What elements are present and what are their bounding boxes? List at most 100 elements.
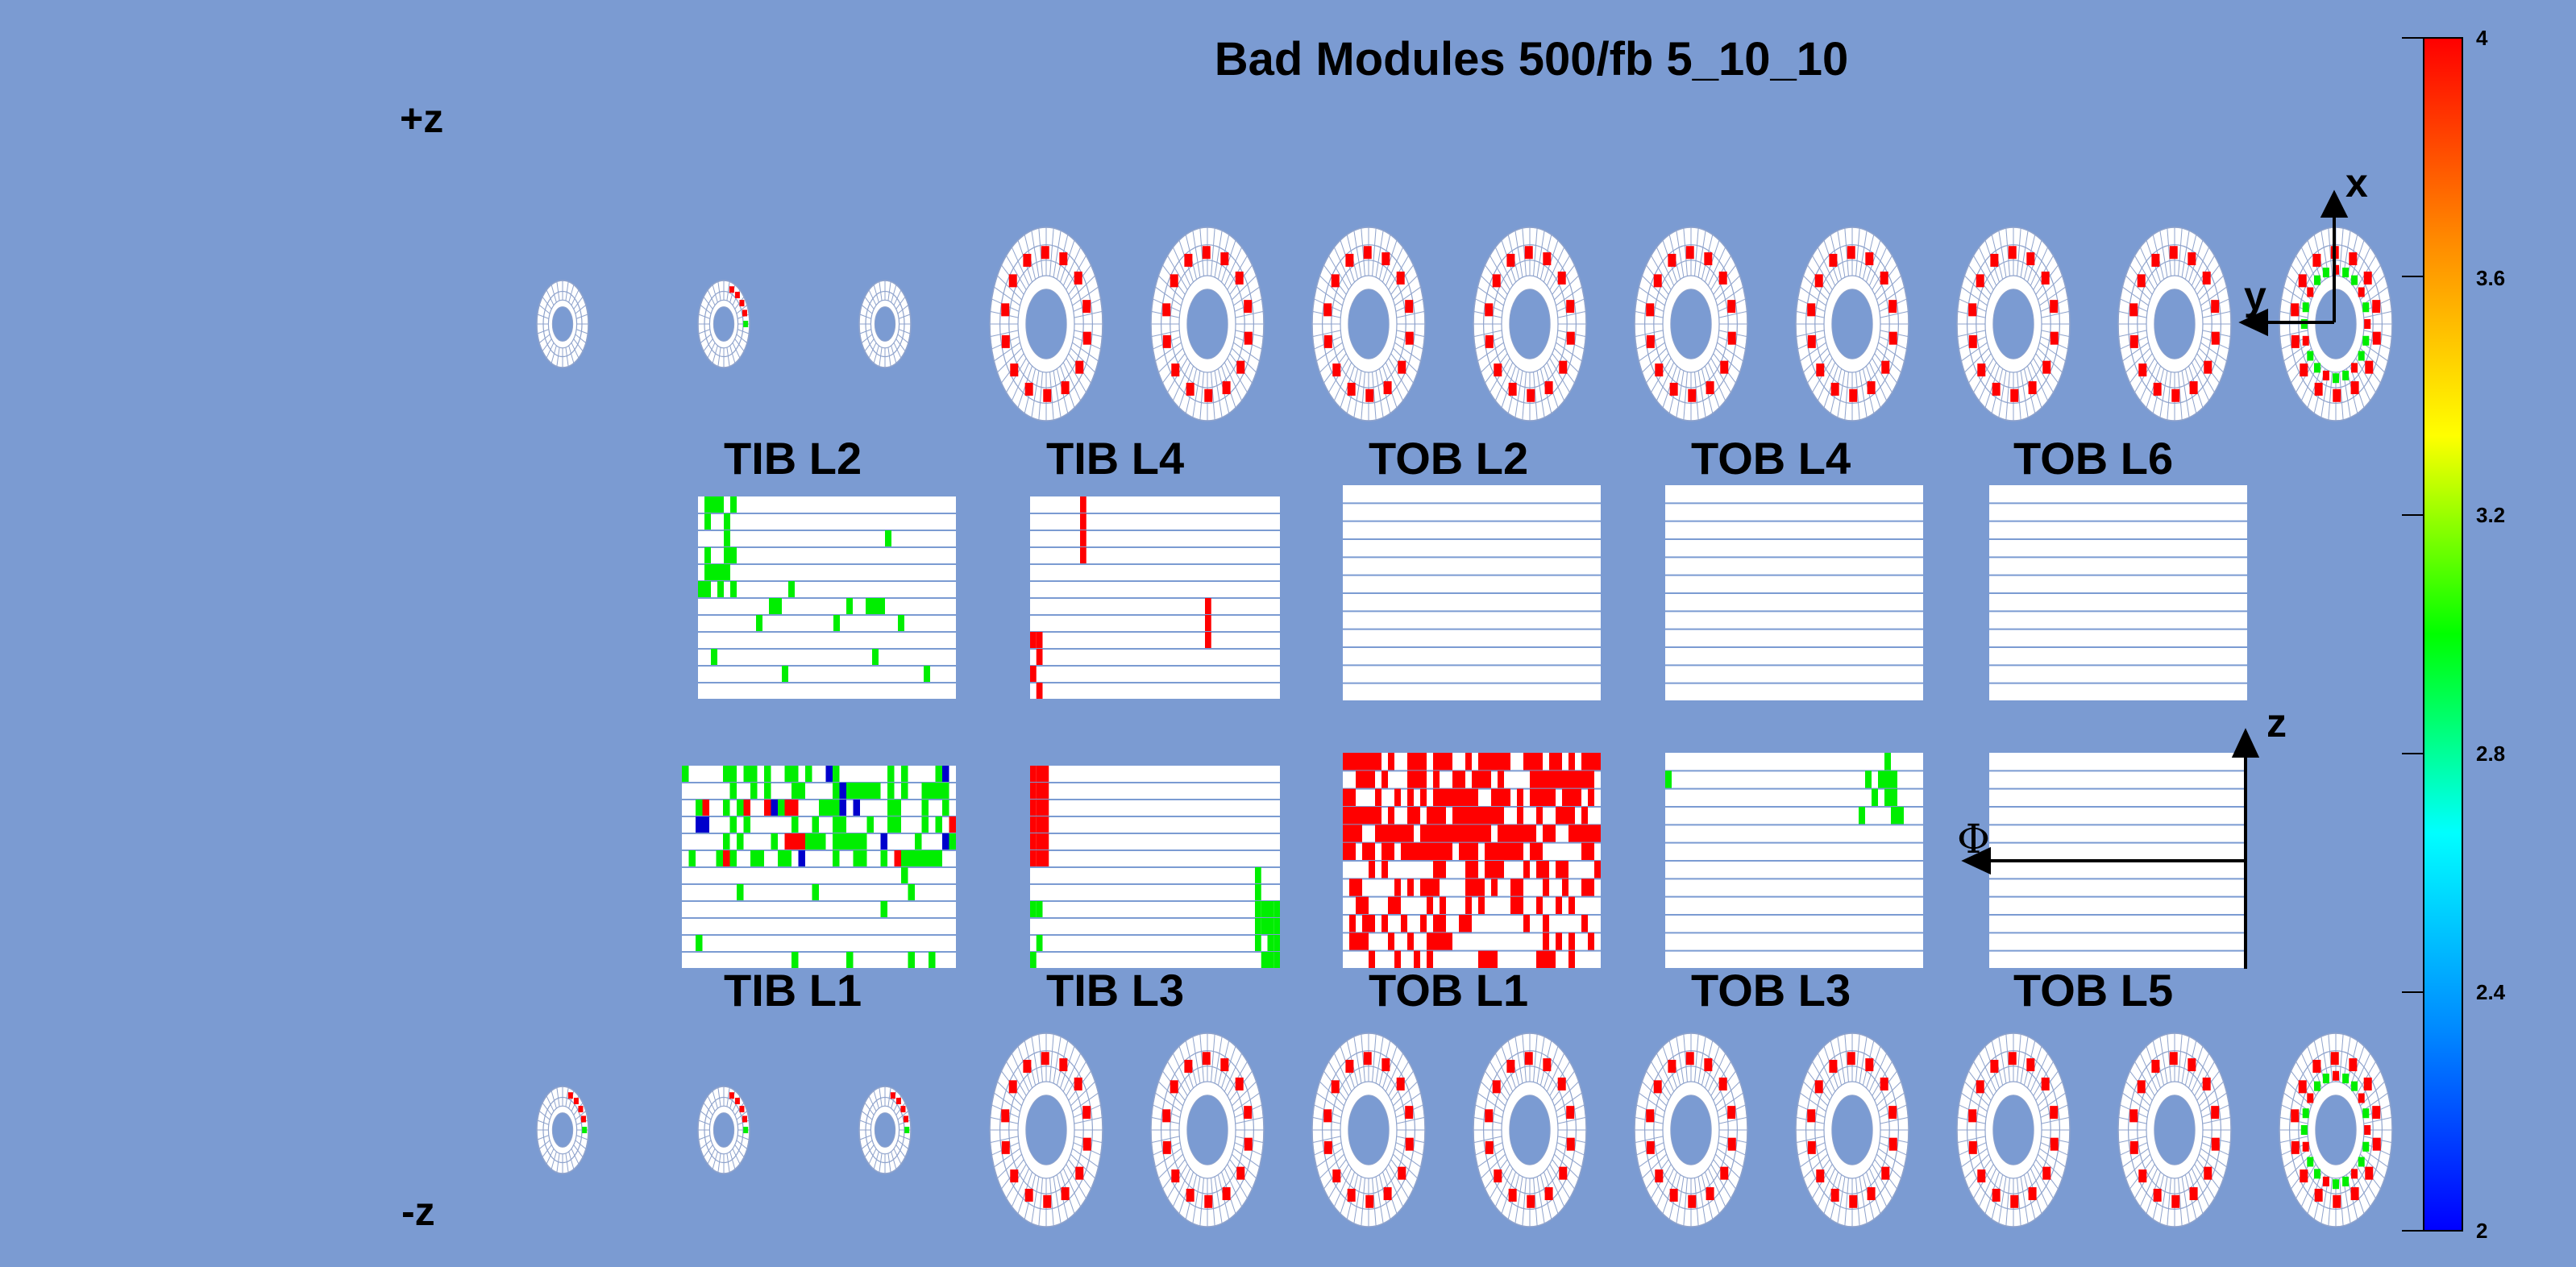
bad-module-mark [1008,1080,1017,1094]
bad-module-cell [1543,915,1549,933]
bad-module-cell [1261,952,1268,969]
bad-module-mark [2300,319,2308,329]
bad-module-mark [1405,331,1414,345]
bad-module-mark [2008,1052,2017,1066]
bad-module-cell [1349,879,1356,897]
bad-module-mark [743,321,749,327]
bad-module-cell [711,496,717,513]
bad-module-cell [860,783,867,800]
scale-label-4: 4 [2476,26,2488,50]
bad-module-cell [1381,842,1388,861]
bad-module-mark [1244,300,1253,314]
tob-l1-label: TOB L1 [1369,965,1529,1016]
bad-module-cell [819,800,826,816]
bad-module-cell [1891,771,1897,789]
bad-module-mark [2372,1137,2381,1151]
bad-module-cell [839,783,846,800]
bad-module-cell [764,766,771,783]
tob-l6-label: TOB L6 [2013,433,2174,484]
bad-module-cell [723,833,730,850]
bad-module-mark [1345,1059,1354,1073]
bad-module-cell [1517,825,1523,843]
bad-module-cell [717,496,724,513]
bad-module-cell [704,496,711,513]
bad-module-mark [2322,370,2329,380]
bad-module-cell [1465,825,1472,843]
bad-module-cell [771,800,778,816]
bad-module-cell [1581,771,1588,789]
bad-module-cell [1356,807,1362,825]
bad-module-mark [1061,381,1070,395]
bad-module-mark [1492,274,1501,288]
bad-module-cell [853,833,860,850]
bad-module-cell [1588,842,1594,861]
bad-module-cell [929,783,936,800]
bad-module-mark [1485,1140,1494,1154]
tib-l4-label: TIB L4 [1046,433,1185,484]
bad-module-cell [1491,861,1498,879]
bad-module-mark [1888,300,1897,314]
minus-z-disk-5 [1150,1032,1265,1228]
bad-module-mark [1992,382,2001,396]
tob-l4-label: TOB L4 [1691,433,1851,484]
bad-module-cell [1517,842,1523,861]
bad-module-cell [833,783,840,800]
bad-module-mark [1847,1052,1855,1066]
bad-module-cell [1030,766,1037,783]
bad-module-cell [898,615,904,632]
bad-module-cell [1036,632,1043,649]
bad-module-cell [1491,788,1498,807]
bad-module-mark [2211,1137,2220,1151]
bad-module-cell [1459,915,1465,933]
bad-module-mark [2358,1093,2365,1103]
bad-module-mark [2204,1166,2212,1180]
bad-module-cell [1394,825,1401,843]
bad-module-cell [949,833,956,850]
bad-module-cell [1036,901,1043,918]
bad-module-cell [1568,896,1575,915]
bad-module-mark [1688,388,1697,402]
bad-module-mark [2291,1140,2300,1154]
bad-module-mark [1543,252,1552,266]
bad-module-cell [1369,842,1375,861]
bad-module-cell [1472,771,1478,789]
bad-module-mark [2211,300,2220,314]
bad-module-cell [1588,753,1594,771]
bad-module-cell [1465,807,1472,825]
bad-module-cell [1381,825,1388,843]
bad-module-mark [1202,1052,1211,1066]
bad-module-mark [2342,370,2350,380]
bad-module-cell [791,800,799,816]
bad-module-cell [1030,666,1037,683]
bad-module-mark [904,1127,910,1133]
bad-module-mark [2300,363,2308,377]
bad-module-cell [1452,771,1459,789]
bad-module-cell [1273,918,1280,935]
bad-module-mark [2202,271,2211,285]
bad-module-cell [1356,896,1362,915]
bad-module-cell [1504,753,1510,771]
tob-l5-label: TOB L5 [2013,965,2174,1016]
bad-module-cell [1030,833,1037,850]
bad-module-cell [704,564,711,581]
bad-module-cell [1594,825,1601,843]
bad-module-mark [1244,1106,1253,1120]
bad-module-mark [1485,303,1494,317]
bad-module-mark [2151,253,2160,267]
bad-module-mark [1041,1052,1049,1066]
bad-module-mark [1485,334,1494,348]
bad-module-cell [1273,935,1280,952]
minus-z-disk-11 [2117,1032,2232,1228]
bad-module-mark [2351,1169,2358,1179]
bad-module-cell [784,766,791,783]
bad-module-cell [1255,884,1261,901]
bad-module-mark [1082,300,1091,314]
bad-module-mark [1867,1187,1876,1201]
bad-module-mark [1990,1059,1999,1073]
bad-module-cell [750,766,758,783]
bad-module-cell [729,766,737,783]
bad-module-cell [791,952,799,969]
tib-l2-label: TIB L2 [724,433,862,484]
bad-module-cell [1267,952,1274,969]
bad-module-cell [717,564,724,581]
